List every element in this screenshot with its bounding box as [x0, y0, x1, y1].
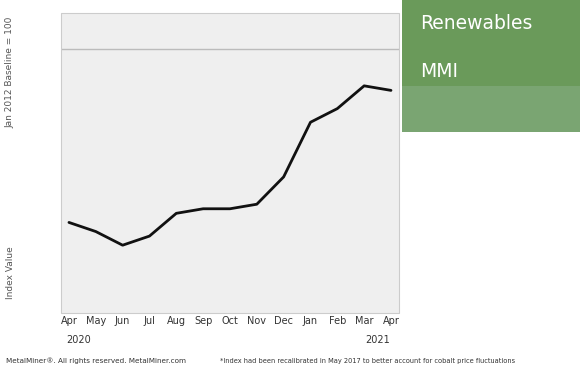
- Text: MMI: MMI: [420, 62, 458, 82]
- Text: *Index had been recalibrated in May 2017 to better account for cobalt price fluc: *Index had been recalibrated in May 2017…: [220, 358, 516, 364]
- Text: MetalMiner®. All rights reserved. MetalMiner.com: MetalMiner®. All rights reserved. MetalM…: [6, 358, 186, 364]
- Text: Renewables: Renewables: [420, 14, 532, 33]
- Text: April: April: [452, 236, 483, 249]
- Text: 2021: 2021: [365, 335, 390, 345]
- Text: ↓: ↓: [420, 201, 436, 220]
- Bar: [402, 0, 580, 132]
- Text: 2020: 2020: [67, 335, 92, 345]
- Text: March to: March to: [452, 198, 510, 211]
- Text: Down 1.3%: Down 1.3%: [452, 274, 527, 287]
- Text: Jan 2012 Baseline = 100: Jan 2012 Baseline = 100: [6, 17, 15, 128]
- Text: Index Value: Index Value: [6, 247, 15, 299]
- Bar: [402, 86, 580, 132]
